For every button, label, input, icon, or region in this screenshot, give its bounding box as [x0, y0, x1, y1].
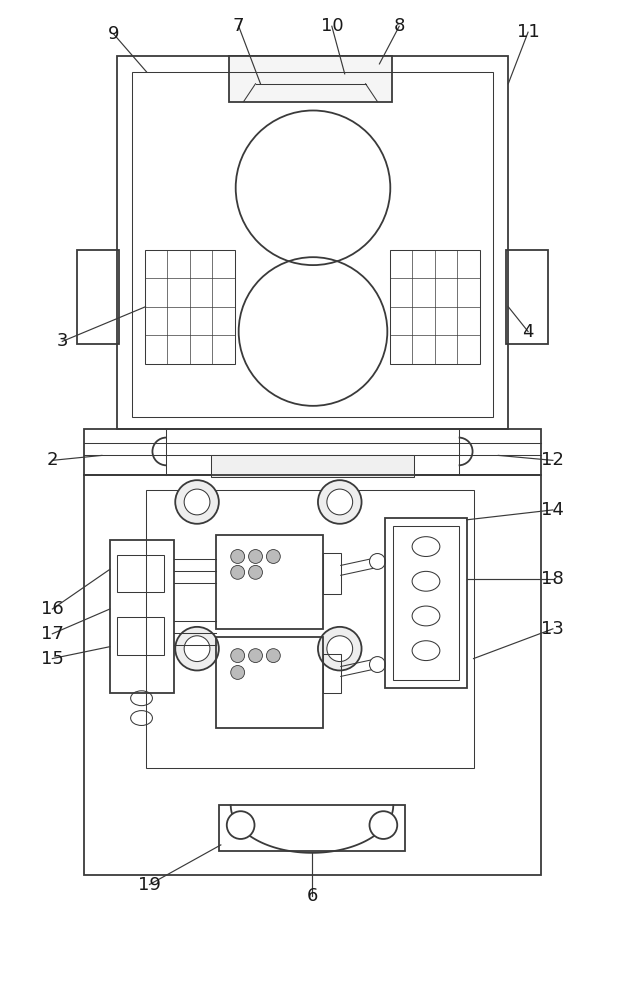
Bar [219, 805, 405, 851]
Circle shape [227, 811, 255, 839]
Ellipse shape [412, 606, 440, 626]
Bar [145, 250, 235, 364]
Text: 3: 3 [56, 332, 68, 350]
Circle shape [184, 489, 210, 515]
Bar [386, 518, 466, 688]
Circle shape [327, 636, 352, 662]
Circle shape [327, 489, 352, 515]
Text: 7: 7 [233, 17, 244, 35]
Circle shape [231, 649, 245, 663]
Circle shape [318, 627, 362, 670]
Bar [117, 555, 165, 592]
Bar [211, 455, 414, 477]
Circle shape [249, 550, 262, 563]
Text: 9: 9 [108, 25, 120, 43]
Ellipse shape [412, 537, 440, 556]
Bar [323, 654, 341, 693]
Bar [77, 250, 119, 344]
Bar [131, 72, 493, 417]
Circle shape [231, 666, 245, 679]
Bar [228, 56, 393, 102]
Text: 13: 13 [541, 620, 564, 638]
Bar [216, 637, 323, 728]
Text: 11: 11 [516, 23, 540, 41]
Text: 6: 6 [306, 887, 318, 905]
Text: 14: 14 [541, 501, 564, 519]
Circle shape [175, 627, 219, 670]
Circle shape [267, 649, 280, 663]
Bar [84, 429, 541, 475]
Text: 8: 8 [394, 17, 405, 35]
Bar [216, 535, 323, 629]
Text: 15: 15 [41, 650, 64, 668]
Text: 10: 10 [321, 17, 343, 35]
Circle shape [369, 657, 386, 672]
Circle shape [184, 636, 210, 662]
Circle shape [267, 550, 280, 563]
Ellipse shape [412, 641, 440, 661]
Text: 19: 19 [138, 876, 161, 894]
Bar [323, 553, 341, 594]
Text: 16: 16 [41, 600, 64, 618]
Bar [117, 617, 165, 655]
Text: 4: 4 [522, 323, 534, 341]
Bar [84, 475, 541, 875]
Ellipse shape [412, 571, 440, 591]
Circle shape [231, 550, 245, 563]
Circle shape [231, 565, 245, 579]
Text: 17: 17 [41, 625, 64, 643]
Circle shape [249, 565, 262, 579]
Bar [117, 56, 508, 429]
Bar [110, 540, 174, 693]
Text: 18: 18 [541, 570, 564, 588]
Bar [146, 490, 473, 768]
Circle shape [249, 649, 262, 663]
Circle shape [369, 554, 386, 569]
Bar [390, 250, 480, 364]
Bar [393, 526, 459, 680]
Circle shape [175, 480, 219, 524]
Bar [506, 250, 548, 344]
Circle shape [318, 480, 362, 524]
Text: 12: 12 [541, 451, 564, 469]
Circle shape [369, 811, 398, 839]
Text: 2: 2 [46, 451, 58, 469]
